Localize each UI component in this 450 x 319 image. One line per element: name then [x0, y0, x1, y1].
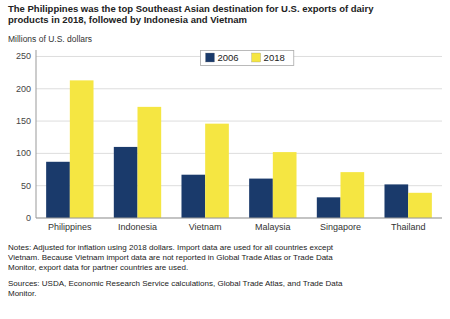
y-axis-line — [36, 50, 37, 218]
y-tick-label: 50 — [21, 181, 31, 191]
y-tick-label: 200 — [16, 84, 31, 94]
legend-swatch — [205, 53, 214, 62]
grid-line — [36, 121, 442, 122]
y-tick-label: 100 — [16, 148, 31, 158]
grid-line — [36, 88, 442, 89]
title: The Philippines was the top Southeast As… — [8, 3, 374, 25]
grid-line — [36, 218, 442, 219]
legend-swatch — [252, 53, 261, 62]
y-tick-label: 0 — [26, 213, 31, 223]
bar — [384, 184, 408, 218]
title-line: products in 2018, followed by Indonesia … — [8, 14, 247, 25]
annotation-line: Notes: Adjusted for inflation using 2018… — [8, 243, 334, 252]
bar — [70, 80, 94, 218]
annotation: Notes: Adjusted for inflation using 2018… — [8, 243, 334, 272]
bar — [138, 107, 162, 218]
legend-frame — [200, 51, 293, 66]
x-axis-line — [36, 218, 442, 219]
y-tick-label: 150 — [16, 116, 31, 126]
title-line: The Philippines was the top Southeast As… — [8, 3, 374, 14]
bar — [408, 193, 432, 218]
legend-label: 2006 — [217, 52, 238, 63]
bar — [114, 147, 138, 218]
legend-label: 2018 — [264, 52, 285, 63]
x-tick-label: Vietnam — [189, 222, 222, 232]
bar — [273, 152, 297, 218]
x-tick-label: Singapore — [320, 222, 361, 232]
y-axis-label: Millions of U.S. dollars — [8, 34, 92, 44]
bar — [341, 172, 365, 218]
x-tick-label: Indonesia — [118, 222, 157, 232]
bar — [181, 175, 205, 218]
y-tick-label: 250 — [16, 51, 31, 61]
annotation: Sources: USDA, Economic Research Service… — [8, 279, 343, 298]
bars — [46, 80, 432, 218]
annotation-line: Vietnam. Because Vietnam import data are… — [8, 253, 333, 262]
annotation-line: Monitor, export data for partner countri… — [8, 263, 188, 272]
bar — [46, 162, 70, 218]
grid-line — [36, 185, 442, 186]
x-tick-label: Thailand — [391, 222, 426, 232]
annotation-line: Monitor. — [8, 289, 36, 298]
x-tick-label: Malaysia — [255, 222, 291, 232]
bar — [205, 124, 229, 218]
legend: 2006 2018 — [200, 51, 293, 66]
bar — [249, 179, 273, 218]
annotation-line: Sources: USDA, Economic Research Service… — [8, 279, 343, 288]
x-tick-label: Philippines — [48, 222, 92, 232]
grid-line — [36, 153, 442, 154]
bar — [317, 197, 341, 218]
